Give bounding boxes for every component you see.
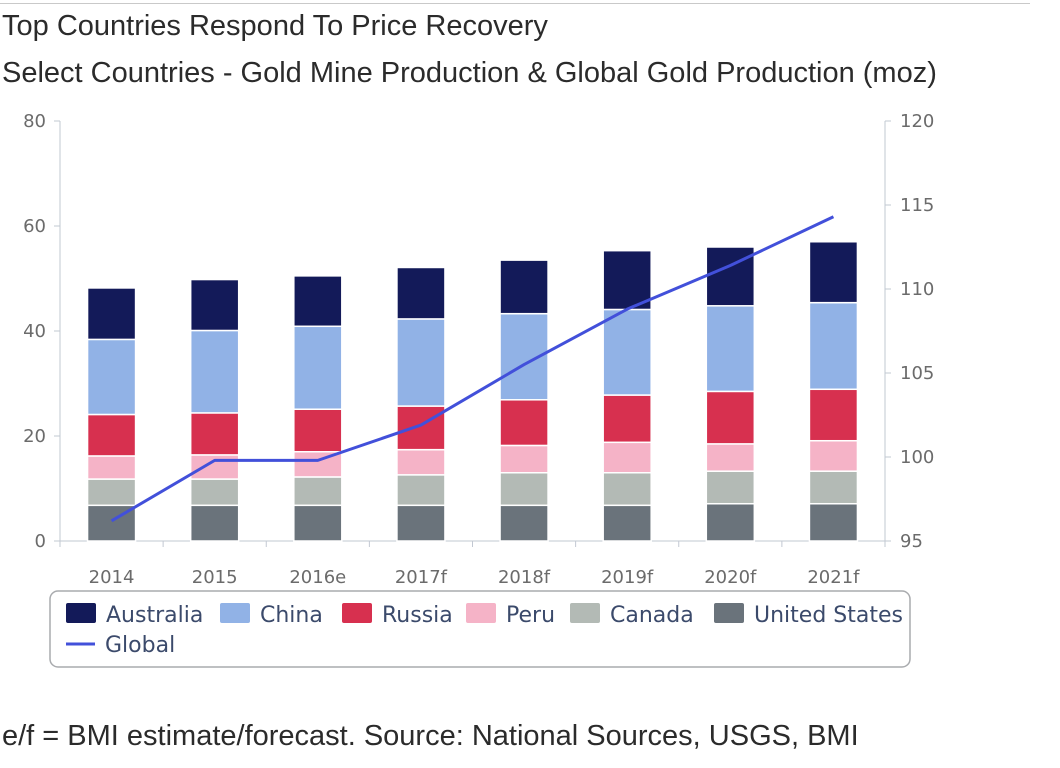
x-tick-label: 2014: [89, 567, 135, 588]
legend-label-peru: Peru: [506, 603, 555, 628]
legend-swatch-united-states: [714, 603, 744, 623]
legend-box: [49, 590, 911, 668]
chart-subtitle: Select Countries - Gold Mine Production …: [2, 57, 937, 89]
bar-china: [499, 312, 549, 401]
legend-swatch-canada: [570, 603, 600, 623]
left-tick-label: 20: [23, 426, 46, 447]
legend-label-russia: Russia: [382, 603, 453, 628]
right-tick-label: 95: [900, 531, 923, 552]
bar-canada: [705, 470, 756, 505]
bar-russia: [499, 399, 549, 447]
bar-russia: [189, 412, 240, 456]
legend-label-china: China: [260, 603, 323, 628]
bar-australia: [499, 259, 549, 315]
source-footnote: e/f = BMI estimate/forecast. Source: Nat…: [2, 720, 859, 752]
bar-china: [189, 329, 240, 414]
x-tick-label: 2016e: [289, 567, 346, 588]
legend-label-australia: Australia: [106, 603, 203, 628]
bar-russia: [396, 405, 446, 451]
bar-australia: [602, 249, 652, 311]
top-divider: [0, 3, 1030, 4]
legend-swatch-peru: [466, 603, 496, 623]
bar-russia: [808, 388, 859, 442]
bar-australia: [396, 266, 446, 320]
x-tick-label: 2019f: [601, 567, 654, 588]
bar-australia: [293, 275, 343, 328]
bar-peru: [189, 454, 240, 480]
bar-peru: [86, 455, 137, 480]
x-tick-label: 2018f: [498, 567, 551, 588]
left-tick-label: 60: [23, 216, 46, 237]
bar-russia: [293, 408, 343, 453]
legend-label-canada: Canada: [610, 603, 694, 628]
x-tick-label: 2020f: [704, 567, 757, 588]
x-tick-label: 2017f: [395, 567, 448, 588]
legend-label-united-states: United States: [754, 603, 903, 628]
bar-australia: [86, 287, 137, 341]
bar-united-states: [808, 502, 859, 542]
right-tick-label: 105: [900, 363, 934, 384]
bar-peru: [705, 443, 756, 472]
legend-swatch-russia: [342, 603, 372, 623]
x-tick-label: 2021f: [807, 567, 860, 588]
bar-united-states: [293, 504, 343, 542]
bar-china: [396, 318, 446, 407]
bar-canada: [293, 476, 343, 507]
bar-china: [808, 301, 859, 391]
bar-peru: [808, 439, 859, 472]
bar-canada: [499, 472, 549, 507]
bar-russia: [86, 413, 137, 457]
right-tick-label: 115: [900, 195, 934, 216]
bar-australia: [705, 246, 756, 307]
right-tick-label: 110: [900, 279, 934, 300]
bar-china: [602, 308, 652, 396]
bar-united-states: [396, 504, 446, 542]
legend-label-global: Global: [105, 633, 175, 658]
bar-united-states: [499, 504, 549, 542]
bar-russia: [705, 390, 756, 445]
bar-peru: [499, 444, 549, 474]
bar-china: [293, 325, 343, 410]
bar-canada: [189, 478, 240, 507]
left-tick-label: 80: [23, 111, 46, 132]
right-tick-label: 100: [900, 447, 934, 468]
bar-china: [705, 305, 756, 393]
chart-title: Top Countries Respond To Price Recovery: [2, 10, 548, 42]
bar-russia: [602, 394, 652, 444]
chart-legend: Australia China Russia Peru Canada United Sta…: [49, 590, 911, 668]
right-tick-label: 120: [900, 111, 934, 132]
global-production-line: [110, 215, 835, 523]
x-tick-label: 2015: [192, 567, 238, 588]
bar-peru: [396, 448, 446, 476]
bar-canada: [602, 472, 652, 507]
bar-united-states: [705, 502, 756, 542]
legend-swatch-china: [220, 603, 250, 623]
bar-australia: [189, 278, 240, 332]
bar-canada: [396, 474, 446, 507]
bar-china: [86, 338, 137, 416]
bar-canada: [808, 470, 859, 505]
left-tick-label: 0: [35, 531, 46, 552]
bar-united-states: [189, 504, 240, 542]
legend-swatch-australia: [66, 603, 96, 623]
bar-canada: [86, 478, 137, 507]
bar-peru: [602, 441, 652, 474]
gold-production-chart: 0 20 40 60 80 95 100 105 110 115 120 2014 2015 2016e 2…: [23, 111, 934, 668]
bar-australia: [808, 241, 859, 304]
bar-united-states: [602, 504, 652, 542]
left-tick-label: 40: [23, 321, 46, 342]
